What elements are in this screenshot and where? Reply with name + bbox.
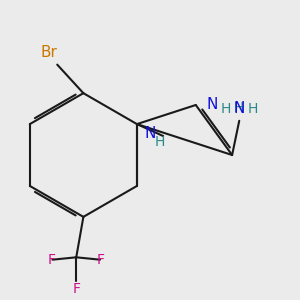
Text: H: H <box>234 101 244 115</box>
Text: H: H <box>221 102 231 116</box>
Text: H: H <box>248 102 258 116</box>
Text: H: H <box>155 135 165 148</box>
Text: N: N <box>234 101 245 116</box>
Text: F: F <box>72 282 80 296</box>
Text: N: N <box>144 127 155 142</box>
Text: F: F <box>97 253 105 267</box>
Text: H: H <box>234 101 244 115</box>
Text: F: F <box>47 253 56 267</box>
Text: N: N <box>206 98 218 112</box>
Text: Br: Br <box>40 45 57 60</box>
